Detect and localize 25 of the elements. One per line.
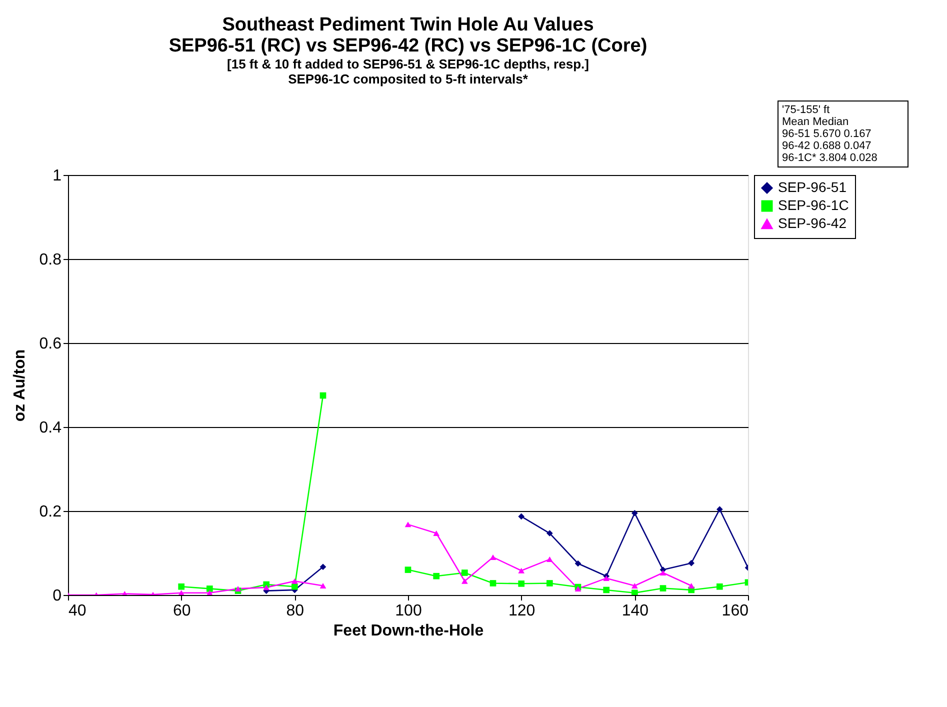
- y-tick-label: 0: [52, 588, 62, 604]
- y-tick-label: 0.4: [39, 420, 62, 436]
- y-tick-label: 0.2: [39, 504, 62, 520]
- y-axis-title: oz Au/ton: [11, 349, 28, 422]
- x-tick-label: 60: [172, 602, 191, 620]
- y-tick-label: 1: [52, 168, 62, 184]
- text: '75-155' ft: [782, 104, 830, 116]
- chart-title: Southeast Pediment Twin Hole Au Values SEP96-51 (RC) vs SEP96-42 (RC) vs SEP96-1C (Core): [168, 14, 648, 56]
- x-tick-label: 40: [68, 602, 86, 620]
- text: 96-51 5.670 0.167: [782, 128, 872, 140]
- x-axis-title: Feet Down-the-Hole: [333, 622, 484, 640]
- legend-label: SEP-96-1C: [778, 197, 849, 213]
- x-tick-label: 100: [395, 602, 422, 620]
- x-tick-label: 160: [722, 602, 749, 620]
- chart-subtitle: [15 ft & 10 ft added to SEP96-51 & SEP96-1C depths, resp.] SEP96-1C composited to 5-ft intervals*: [227, 56, 589, 86]
- legend-label: SEP-96-51: [778, 179, 847, 195]
- y-tick-label: 0.6: [39, 336, 62, 352]
- y-tick-label: 0.8: [39, 252, 62, 268]
- x-tick-label: 140: [622, 602, 649, 620]
- x-tick-label: 80: [286, 602, 304, 620]
- x-tick-label: 120: [508, 602, 536, 620]
- text: 96-42 0.688 0.047: [782, 140, 872, 152]
- text: Mean Median: [782, 116, 849, 128]
- legend-label: SEP-96-42: [778, 215, 847, 231]
- text: 96-1C* 3.804 0.028: [782, 152, 878, 164]
